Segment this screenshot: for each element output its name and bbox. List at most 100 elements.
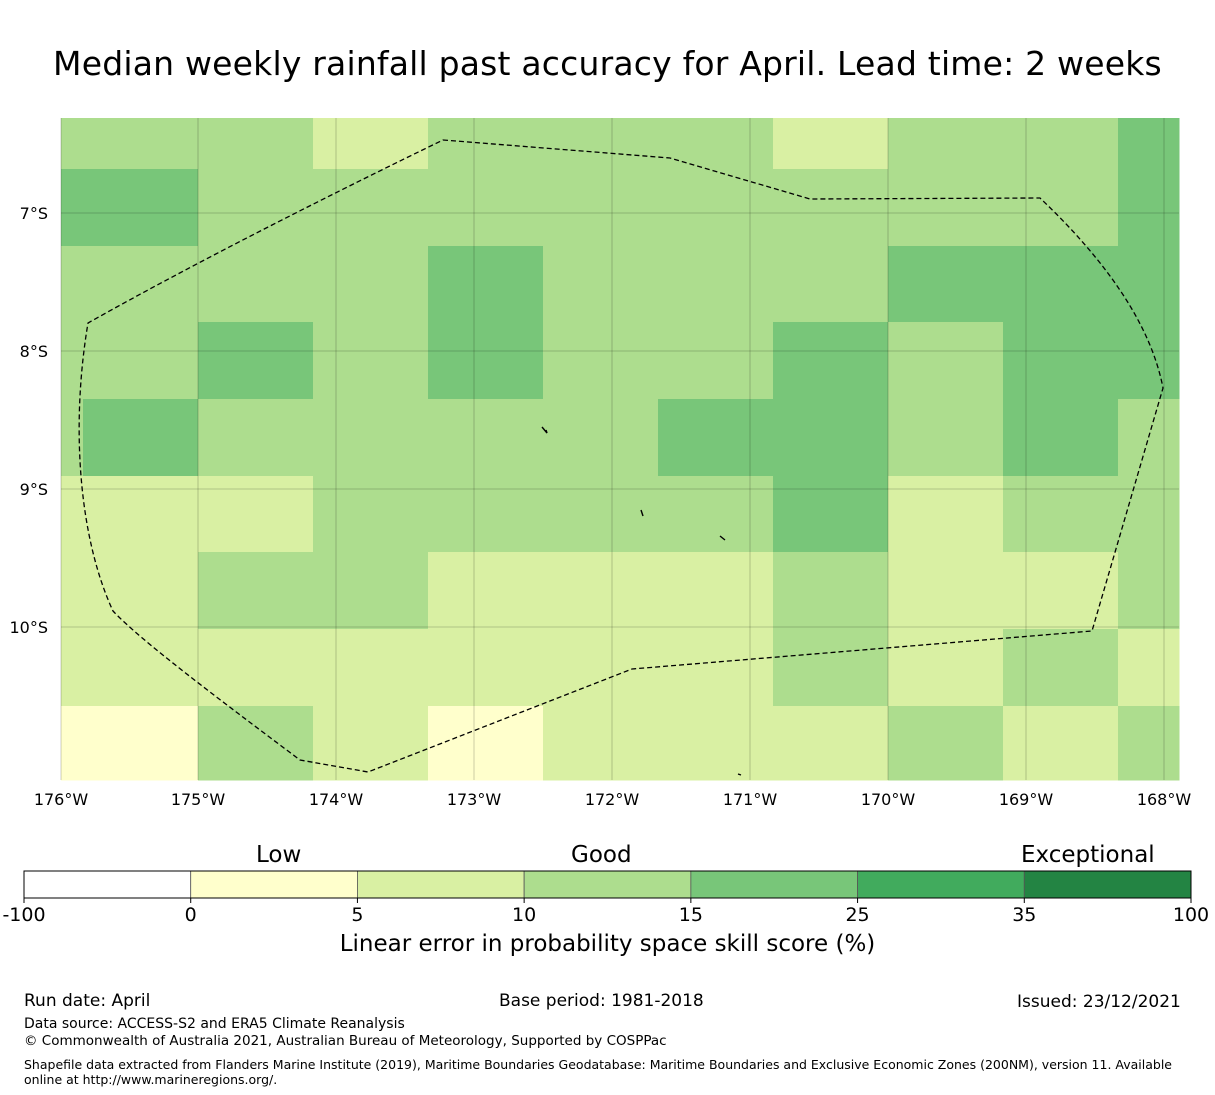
island: [640, 509, 644, 517]
lon-tick-label: 174°W: [309, 790, 364, 809]
skill-cell: [198, 118, 314, 170]
eez-boundary: [78, 139, 1164, 773]
category-low: Low: [256, 842, 302, 868]
skill-cell: [428, 476, 544, 553]
colorbar-tick-label: 100: [1173, 904, 1209, 926]
skill-cell: [1003, 629, 1119, 707]
skill-cell: [543, 169, 659, 247]
skill-cell: [198, 629, 314, 707]
skill-cell: [313, 399, 429, 477]
skill-cell: [658, 706, 774, 781]
skill-cell: [1003, 246, 1119, 323]
skill-cell: [1118, 322, 1180, 400]
skill-cell: [543, 246, 659, 323]
skill-cell: [313, 552, 429, 630]
skill-cell: [888, 322, 1004, 400]
copyright: © Commonwealth of Australia 2021, Austra…: [24, 1033, 667, 1049]
skill-cell: [428, 322, 544, 400]
skill-cell: [83, 629, 199, 707]
skill-cell: [83, 706, 199, 781]
skill-cell: [543, 118, 659, 170]
skill-cell: [1003, 476, 1119, 553]
skill-cell: [313, 169, 429, 247]
skill-cell: [428, 629, 544, 707]
skill-cell: [1118, 552, 1180, 630]
skill-cell: [773, 706, 889, 781]
lon-tick-label: 169°W: [999, 790, 1054, 809]
skill-cell: [198, 552, 314, 630]
skill-cell: [888, 476, 1004, 553]
colorbar-swatch: [190, 870, 358, 899]
skill-cell: [313, 246, 429, 323]
skill-cell: [658, 118, 774, 170]
skill-cell: [1118, 118, 1180, 170]
skill-cell: [1003, 399, 1119, 477]
run-date: Run date: April: [24, 991, 151, 1011]
data-source: Data source: ACCESS-S2 and ERA5 Climate …: [24, 1016, 405, 1032]
skill-cell: [1118, 246, 1180, 323]
colorbar-tick-label: 25: [845, 904, 869, 926]
skill-cell: [658, 399, 774, 477]
colorbar-tick-label: -100: [2, 904, 45, 926]
skill-cell: [658, 552, 774, 630]
islands: [541, 426, 742, 776]
colorbar-swatch: [523, 870, 692, 899]
skill-cell: [83, 169, 199, 247]
island: [737, 773, 742, 776]
skill-cell: [83, 246, 199, 323]
skill-cell: [888, 118, 1004, 170]
skill-cell: [888, 706, 1004, 781]
skill-cell: [1003, 118, 1119, 170]
skill-cell: [888, 552, 1004, 630]
skill-cell: [61, 706, 84, 781]
skill-cell: [543, 399, 659, 477]
skill-cell: [313, 706, 429, 781]
lon-tick-label: 173°W: [447, 790, 502, 809]
skill-cell: [61, 118, 84, 170]
skill-cell: [1003, 706, 1119, 781]
skill-cell: [428, 246, 544, 323]
skill-cell: [773, 399, 889, 477]
lat-tick-label: 9°S: [20, 480, 48, 499]
skill-cell: [1003, 322, 1119, 400]
skill-cell: [83, 552, 199, 630]
shapefile-note: Shapefile data extracted from Flanders M…: [24, 1057, 1172, 1087]
colorbar-swatch: [357, 870, 525, 899]
skill-cell: [428, 399, 544, 477]
skill-cell: [198, 246, 314, 323]
skill-cell: [543, 322, 659, 400]
skill-cell: [83, 476, 199, 553]
colorbar-frame: [23, 870, 1192, 899]
skill-cell: [198, 399, 314, 477]
skill-cell: [61, 169, 84, 247]
colorbar-tick-label: 10: [512, 904, 536, 926]
skill-cell: [888, 169, 1004, 247]
colorbar-swatch: [690, 870, 858, 899]
colorbar-tick-label: 35: [1012, 904, 1036, 926]
skill-cell: [773, 169, 889, 247]
skill-cell: [313, 322, 429, 400]
skill-cell: [773, 629, 889, 707]
skill-cell: [198, 169, 314, 247]
skill-cell: [428, 706, 544, 781]
lon-tick-label: 176°W: [34, 790, 89, 809]
category-good: Good: [571, 842, 632, 868]
skill-cell: [1118, 169, 1180, 247]
skill-cell: [658, 629, 774, 707]
skill-cell: [1118, 476, 1180, 553]
island: [541, 426, 548, 434]
skill-cell: [198, 706, 314, 781]
skill-cell: [1118, 629, 1180, 707]
colorbar-tick-label: 0: [185, 904, 197, 926]
skill-cell: [313, 118, 429, 170]
lat-tick-label: 10°S: [9, 618, 48, 637]
skill-cell: [773, 118, 889, 170]
colorbar-swatch: [23, 870, 192, 899]
lon-tick-label: 170°W: [861, 790, 916, 809]
skill-cell: [428, 169, 544, 247]
issued-date: Issued: 23/12/2021: [1017, 992, 1181, 1012]
skill-cell: [61, 629, 84, 707]
lon-tick-label: 168°W: [1137, 790, 1192, 809]
skill-cell: [1003, 169, 1119, 247]
